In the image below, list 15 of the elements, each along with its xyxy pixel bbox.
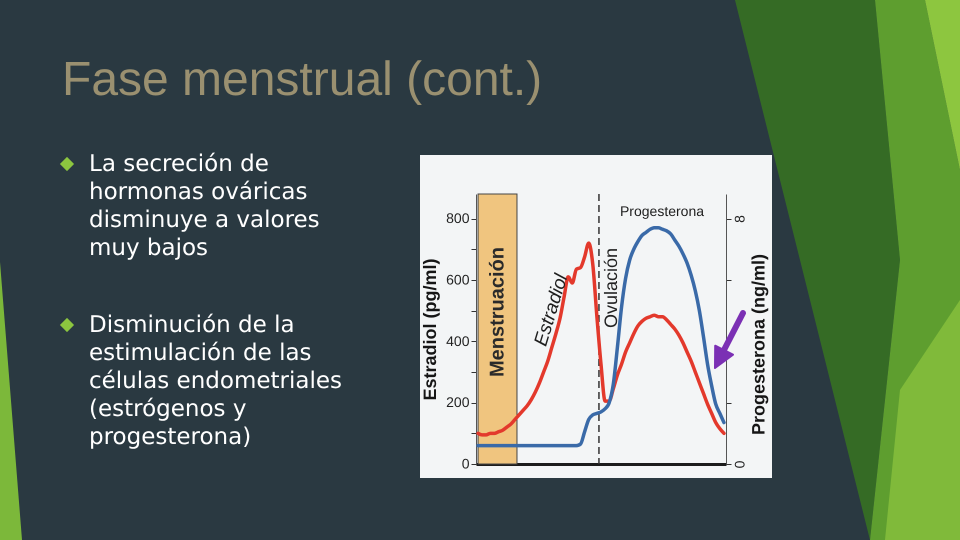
text: Disminución de la estimulación de las células endometriales (estrógenos y progesterona) (89, 312, 342, 450)
y2-tick-label: 0 (732, 460, 748, 468)
series-label: Progesterona (620, 203, 704, 219)
y-tick-label: 200 (446, 394, 470, 410)
y2-tick-label: 8 (732, 214, 748, 223)
y2-axis-title: Progesterona (ng/ml) (748, 254, 768, 436)
annotation: Menstruación (486, 246, 509, 378)
chart-title: Fase menstrual (cont.) (62, 53, 542, 106)
text: La secreción de hormonas ováricas disminuye a valores muy bajos (89, 151, 320, 261)
annotation: Ovulación (600, 248, 621, 328)
y-tick-label: 0 (462, 456, 470, 472)
y-tick-label: 800 (446, 210, 470, 226)
y-tick-label: 600 (446, 271, 470, 288)
y-axis-title: Estradiol (pg/ml) (420, 258, 440, 401)
y-tick-label: 400 (446, 332, 470, 349)
